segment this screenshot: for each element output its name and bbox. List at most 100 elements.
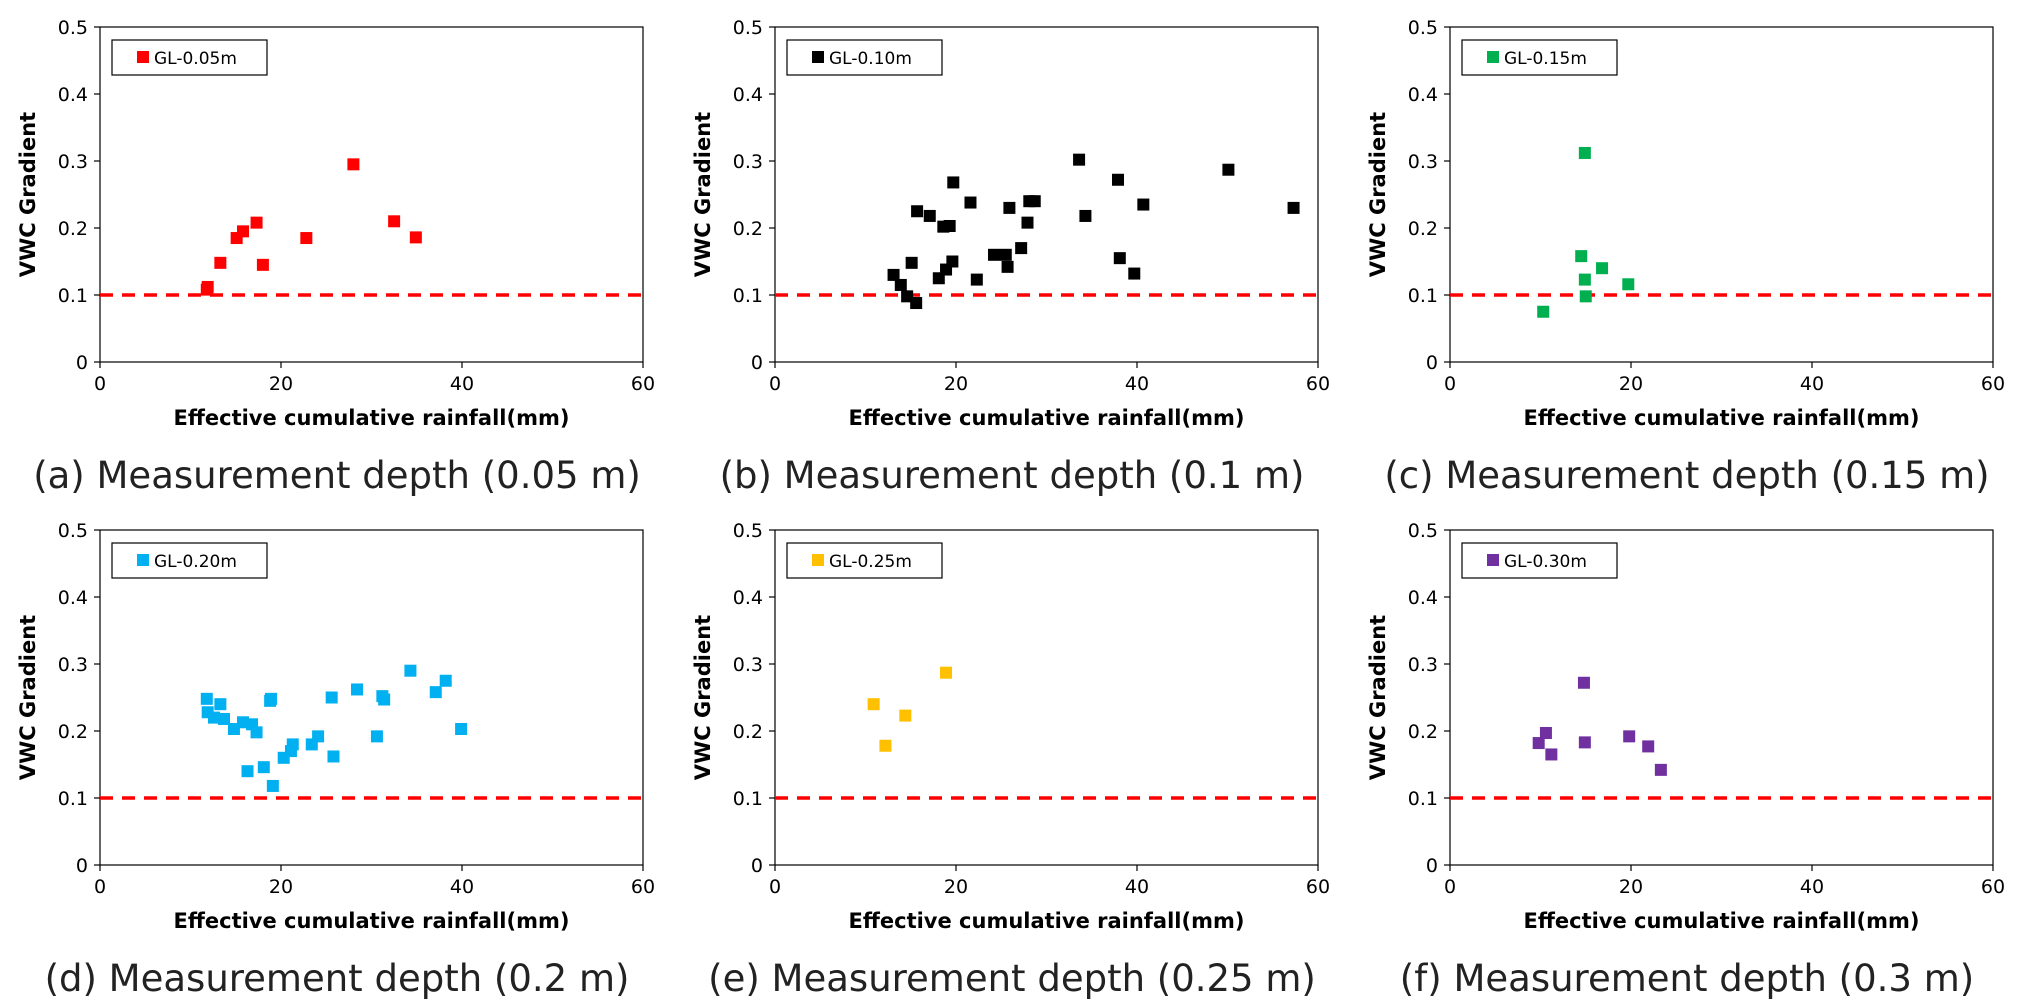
data-point xyxy=(901,290,914,303)
y-tick-label: 0.2 xyxy=(733,721,763,743)
data-point xyxy=(911,205,924,218)
data-point xyxy=(1642,740,1655,753)
x-tick-label: 60 xyxy=(1981,373,2005,395)
data-point xyxy=(1579,290,1592,303)
data-point xyxy=(265,692,278,705)
data-point xyxy=(1021,216,1034,229)
y-tick-label: 0.2 xyxy=(733,218,763,240)
data-point xyxy=(214,698,227,711)
data-point xyxy=(1578,273,1591,286)
data-point xyxy=(1137,198,1150,211)
x-axis-title: Effective cumulative rainfall(mm) xyxy=(174,909,570,933)
y-tick-label: 0.3 xyxy=(1408,654,1438,676)
chart-svg: 0 0.1 0.2 0.3 0.4 0.5 0 20 40 60 GL-0.25m Effective… xyxy=(691,520,1330,1000)
x-tick-label: 60 xyxy=(1981,876,2005,898)
y-tick-label: 0.1 xyxy=(733,285,763,307)
x-tick-label: 0 xyxy=(1444,876,1456,898)
y-tick-label: 0.1 xyxy=(1408,285,1438,307)
y-tick-label: 0 xyxy=(751,855,763,877)
data-point xyxy=(999,248,1012,261)
chart-svg: 0 0.1 0.2 0.3 0.4 0.5 0 20 40 60 GL-0.10m Effective… xyxy=(691,17,1330,497)
x-tick-label: 0 xyxy=(94,876,106,898)
x-axis-title: Effective cumulative rainfall(mm) xyxy=(1524,406,1920,430)
data-point xyxy=(388,215,401,228)
data-point xyxy=(946,255,959,268)
x-tick-label: 40 xyxy=(450,876,474,898)
x-tick-label: 20 xyxy=(1619,373,1643,395)
x-tick-label: 0 xyxy=(769,876,781,898)
y-tick-label: 0 xyxy=(1426,352,1438,374)
data-point xyxy=(1596,262,1609,275)
legend-label: GL-0.30m xyxy=(1504,552,1587,572)
data-point xyxy=(1111,173,1124,186)
y-tick-label: 0.5 xyxy=(733,17,763,39)
legend-label: GL-0.25m xyxy=(829,552,912,572)
y-tick-label: 0.5 xyxy=(58,520,88,542)
plot-area xyxy=(774,26,1319,363)
legend-marker xyxy=(1487,554,1499,566)
data-point xyxy=(905,256,918,269)
data-point xyxy=(455,722,468,735)
x-tick-label: 40 xyxy=(1800,876,1824,898)
x-tick-label: 60 xyxy=(631,373,655,395)
panel-caption: (e) Measurement depth (0.25 m) xyxy=(708,957,1316,1000)
x-tick-label: 60 xyxy=(1306,373,1330,395)
y-tick-label: 0 xyxy=(76,855,88,877)
plot-area xyxy=(99,26,644,363)
data-point xyxy=(327,750,340,763)
data-point xyxy=(943,219,956,232)
data-point xyxy=(1001,260,1014,273)
y-tick-label: 0.4 xyxy=(1408,84,1438,106)
x-axis-title: Effective cumulative rainfall(mm) xyxy=(1524,909,1920,933)
y-tick-label: 0.5 xyxy=(58,17,88,39)
y-tick-label: 0.3 xyxy=(58,151,88,173)
data-point xyxy=(404,664,417,677)
panel-f: 0 0.1 0.2 0.3 0.4 0.5 0 20 40 60 GL-0.30m Effective… xyxy=(1350,503,2025,1006)
data-point xyxy=(325,691,338,704)
data-point xyxy=(1287,201,1300,214)
panel-b: 0 0.1 0.2 0.3 0.4 0.5 0 20 40 60 GL-0.10m Effective… xyxy=(675,0,1350,503)
x-tick-label: 0 xyxy=(769,373,781,395)
data-point xyxy=(370,730,383,743)
y-tick-label: 0.1 xyxy=(58,285,88,307)
data-point xyxy=(1577,676,1590,689)
data-point xyxy=(250,216,263,229)
data-point xyxy=(429,686,442,699)
data-point xyxy=(894,278,907,291)
data-point xyxy=(439,674,452,687)
chart-svg: 0 0.1 0.2 0.3 0.4 0.5 0 20 40 60 GL-0.20m Effective… xyxy=(16,520,655,1000)
y-tick-label: 0.4 xyxy=(733,587,763,609)
x-tick-label: 40 xyxy=(450,373,474,395)
y-axis-title: VWC Gradient xyxy=(1366,112,1390,277)
y-tick-label: 0.2 xyxy=(1408,721,1438,743)
legend-label: GL-0.15m xyxy=(1504,49,1587,69)
x-tick-label: 40 xyxy=(1125,876,1149,898)
data-point xyxy=(1113,252,1126,265)
data-point xyxy=(241,765,254,778)
y-tick-label: 0.5 xyxy=(1408,520,1438,542)
panel-caption: (d) Measurement depth (0.2 m) xyxy=(45,957,630,1000)
x-tick-label: 20 xyxy=(269,876,293,898)
y-tick-label: 0.5 xyxy=(733,520,763,542)
x-tick-label: 0 xyxy=(1444,373,1456,395)
data-point xyxy=(970,273,983,286)
data-point xyxy=(1575,250,1588,263)
panel-d: 0 0.1 0.2 0.3 0.4 0.5 0 20 40 60 GL-0.20m Effective… xyxy=(0,503,675,1006)
legend-label: GL-0.05m xyxy=(154,49,237,69)
panel-a: 0 0.1 0.2 0.3 0.4 0.5 0 20 40 60 GL-0.05m Effective… xyxy=(0,0,675,503)
panel-caption: (a) Measurement depth (0.05 m) xyxy=(33,454,641,497)
y-tick-label: 0.1 xyxy=(58,788,88,810)
data-point xyxy=(899,709,912,722)
y-axis-title: VWC Gradient xyxy=(1366,615,1390,780)
x-tick-label: 40 xyxy=(1125,373,1149,395)
legend-marker xyxy=(812,51,824,63)
data-point xyxy=(300,232,313,245)
data-point xyxy=(227,722,240,735)
data-point xyxy=(200,692,213,705)
data-point xyxy=(1623,730,1636,743)
data-point xyxy=(1545,748,1558,761)
panel-caption: (c) Measurement depth (0.15 m) xyxy=(1384,454,1989,497)
data-point xyxy=(236,225,249,238)
data-point xyxy=(1537,305,1550,318)
